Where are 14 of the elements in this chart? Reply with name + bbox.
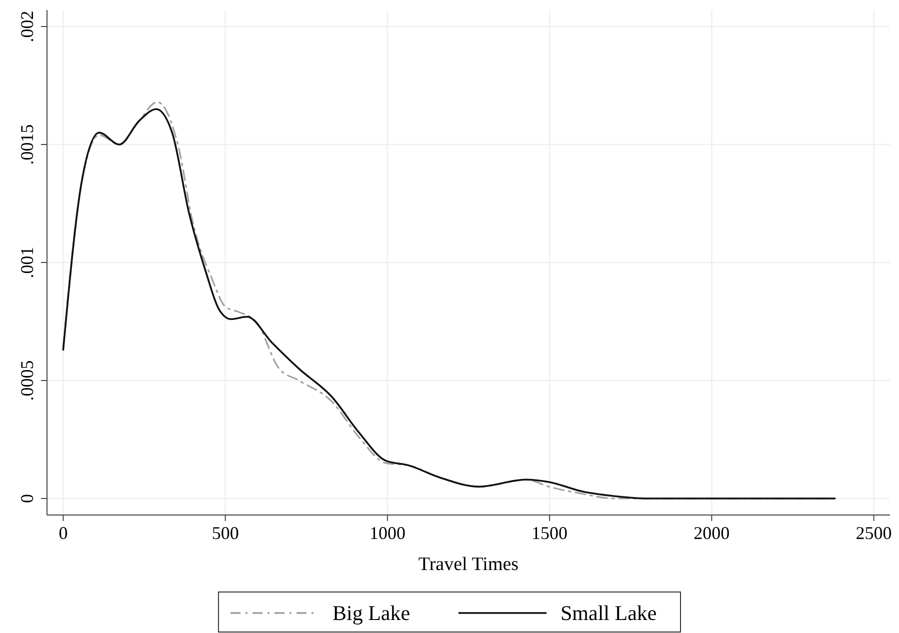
x-tick-label: 2500 — [856, 523, 892, 543]
y-tick-label: .001 — [17, 246, 37, 278]
y-tick-label: .0015 — [17, 124, 37, 165]
y-tick-label: 0 — [17, 494, 37, 503]
x-tick-label: 2000 — [694, 523, 730, 543]
x-tick-label: 500 — [212, 523, 239, 543]
y-tick-label: .002 — [17, 10, 37, 42]
x-axis-title: Travel Times — [418, 554, 519, 575]
legend-label: Small Lake — [560, 601, 657, 625]
x-tick-label: 0 — [58, 523, 68, 543]
x-tick-label: 1000 — [369, 523, 406, 543]
y-tick-label: .0005 — [17, 360, 37, 401]
x-tick-label: 1500 — [532, 523, 568, 543]
legend-label: Big Lake — [332, 601, 410, 625]
